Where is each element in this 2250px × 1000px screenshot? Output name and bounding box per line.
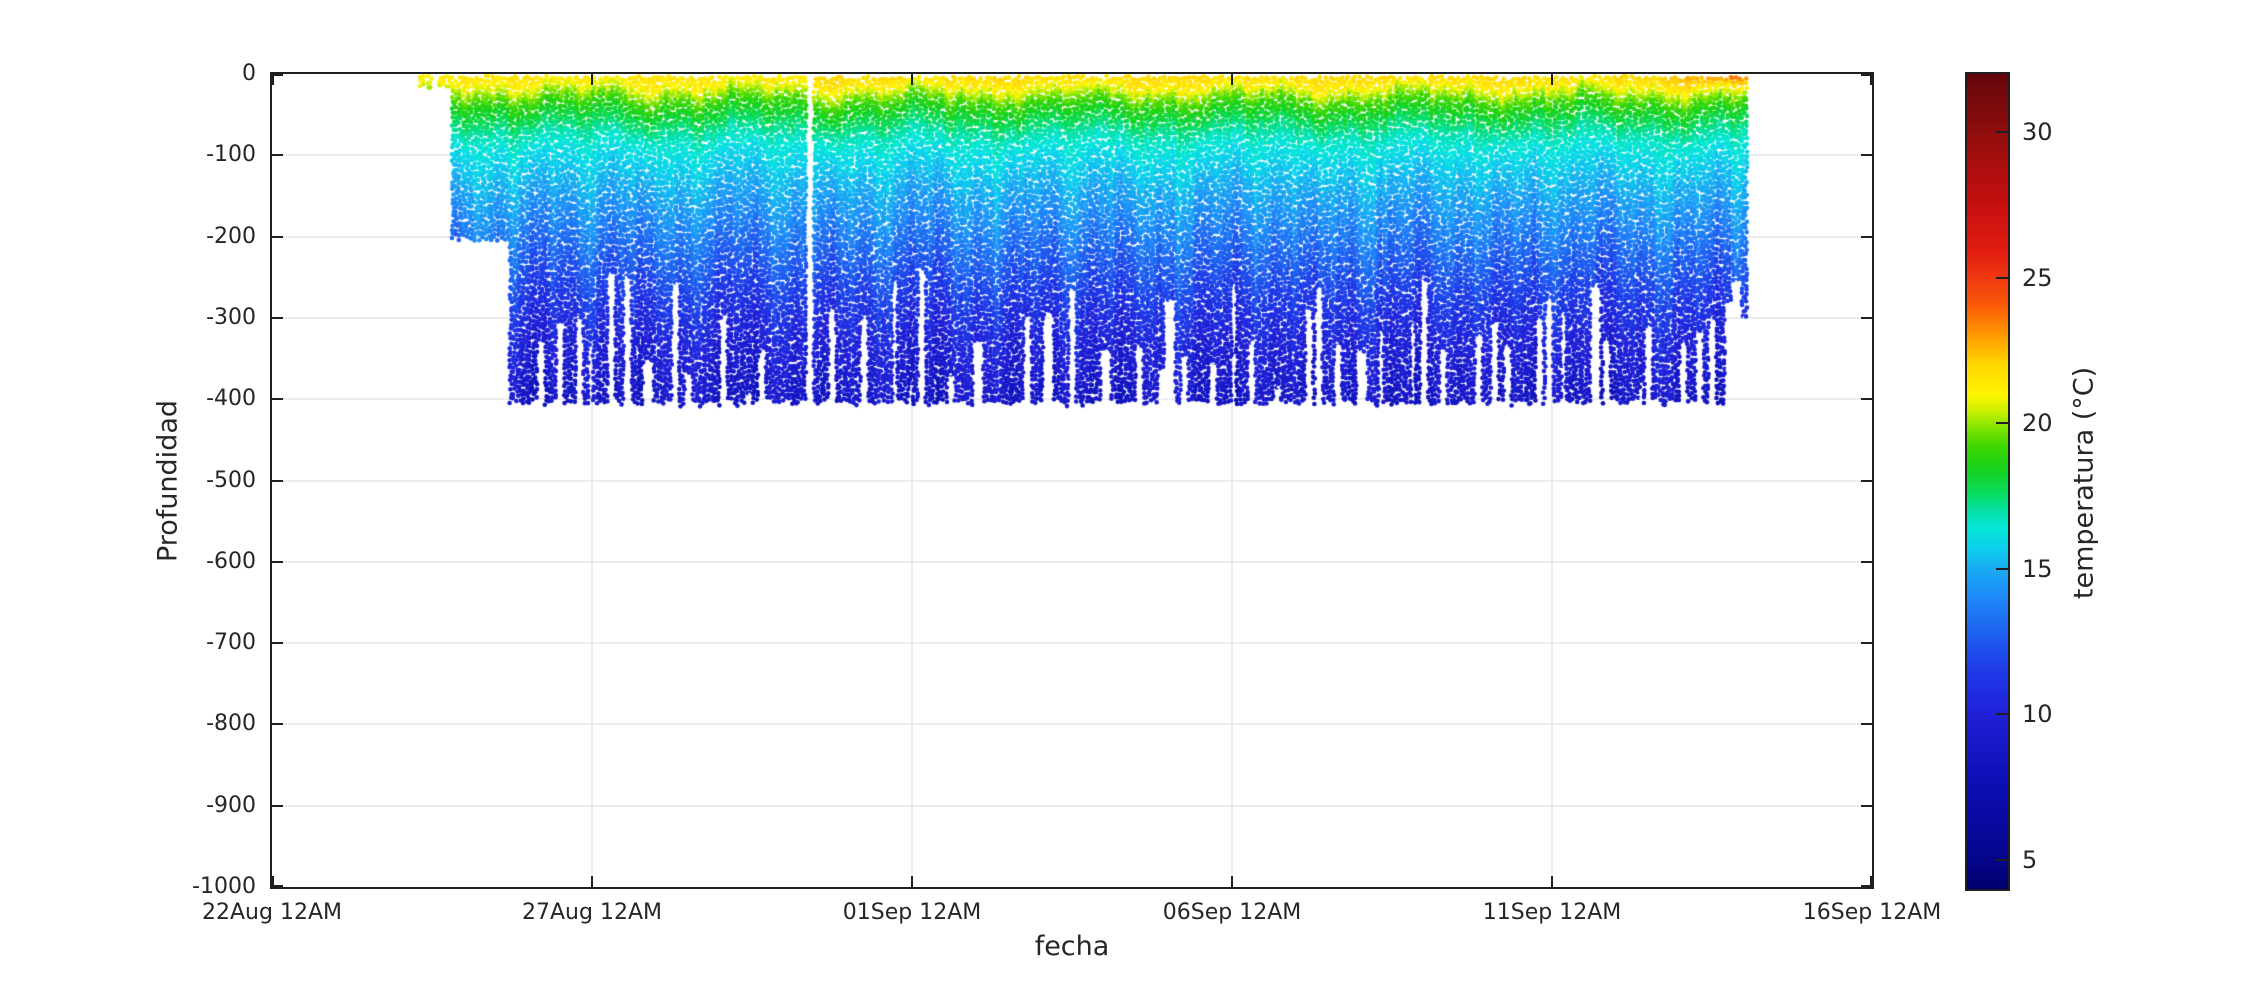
colorbar-tick-label: 5 bbox=[2022, 845, 2038, 874]
colorbar-tickmark bbox=[1996, 131, 2008, 134]
x-axis-label: fecha bbox=[1034, 931, 1110, 962]
x-tick-label: 01Sep 12AM bbox=[842, 900, 982, 925]
x-tick-label: 16Sep 12AM bbox=[1802, 900, 1942, 925]
y-tickmark-right bbox=[1861, 723, 1872, 726]
y-tick-label: -600 bbox=[206, 548, 256, 574]
plot-area bbox=[270, 72, 1874, 889]
y-tick-label: -300 bbox=[206, 304, 256, 330]
x-tick-label: 22Aug 12AM bbox=[202, 900, 342, 925]
x-tickmark-top bbox=[911, 74, 913, 85]
colorbar-tickmark bbox=[1996, 276, 2008, 279]
y-tickmark-left bbox=[272, 154, 283, 157]
y-tickmark-left bbox=[272, 560, 283, 563]
y-tickmark-right bbox=[1861, 398, 1872, 401]
x-tickmark-bottom bbox=[272, 876, 274, 887]
y-tickmark-right bbox=[1861, 74, 1872, 76]
y-tick-label: -400 bbox=[206, 386, 256, 412]
x-tick-label: 11Sep 12AM bbox=[1482, 900, 1622, 925]
x-tickmark-bottom bbox=[1870, 876, 1872, 887]
x-tickmark-top bbox=[1231, 74, 1233, 85]
x-tick-label: 06Sep 12AM bbox=[1162, 900, 1302, 925]
y-tick-label: -200 bbox=[206, 223, 256, 249]
x-tickmark-bottom bbox=[1231, 876, 1233, 887]
y-tickmark-right bbox=[1861, 154, 1872, 157]
y-tick-label: -800 bbox=[206, 711, 256, 737]
colorbar-tick-label: 15 bbox=[2022, 554, 2053, 583]
y-tickmark-left bbox=[272, 723, 283, 726]
colorbar-tick-label: 30 bbox=[2022, 118, 2053, 147]
y-tick-label: -900 bbox=[206, 792, 256, 818]
y-tickmark-right bbox=[1861, 560, 1872, 563]
y-tickmark-right bbox=[1861, 316, 1872, 319]
y-tick-label: -700 bbox=[206, 630, 256, 656]
y-tickmark-left bbox=[272, 885, 283, 887]
y-tickmark-left bbox=[272, 642, 283, 645]
colorbar-tickmark bbox=[1996, 713, 2008, 716]
y-tickmark-right bbox=[1861, 804, 1872, 807]
colorbar-gradient-canvas bbox=[1967, 74, 2008, 889]
y-tickmark-right bbox=[1861, 885, 1872, 887]
y-tick-label: -100 bbox=[206, 142, 256, 168]
colorbar-tick-label: 25 bbox=[2022, 263, 2053, 292]
x-tickmark-bottom bbox=[591, 876, 593, 887]
y-tick-label: -1000 bbox=[192, 874, 256, 899]
y-tickmark-left bbox=[272, 74, 283, 76]
colorbar bbox=[1965, 72, 2010, 891]
y-tickmark-left bbox=[272, 479, 283, 482]
y-tick-label: 0 bbox=[242, 61, 256, 86]
x-tickmark-bottom bbox=[1551, 876, 1553, 887]
y-tickmark-left bbox=[272, 316, 283, 319]
y-tickmark-left bbox=[272, 398, 283, 401]
colorbar-tickmark bbox=[1996, 422, 2008, 425]
temperature-scatter-canvas bbox=[272, 74, 1872, 887]
x-tickmark-top bbox=[591, 74, 593, 85]
y-tickmark-right bbox=[1861, 479, 1872, 482]
y-tickmark-right bbox=[1861, 642, 1872, 645]
colorbar-label: temperatura (°C) bbox=[2068, 366, 2100, 600]
x-tickmark-top bbox=[1870, 74, 1872, 85]
colorbar-tickmark bbox=[1996, 567, 2008, 570]
colorbar-tickmark bbox=[1996, 858, 2008, 861]
y-tick-label: -500 bbox=[206, 467, 256, 493]
x-tickmark-top bbox=[1551, 74, 1553, 85]
x-tickmark-top bbox=[272, 74, 274, 85]
colorbar-tick-label: 20 bbox=[2022, 409, 2053, 438]
x-tick-label: 27Aug 12AM bbox=[522, 900, 662, 925]
y-tickmark-left bbox=[272, 804, 283, 807]
y-tickmark-left bbox=[272, 235, 283, 238]
x-tickmark-bottom bbox=[911, 876, 913, 887]
y-tickmark-right bbox=[1861, 235, 1872, 238]
colorbar-tick-label: 10 bbox=[2022, 700, 2053, 729]
